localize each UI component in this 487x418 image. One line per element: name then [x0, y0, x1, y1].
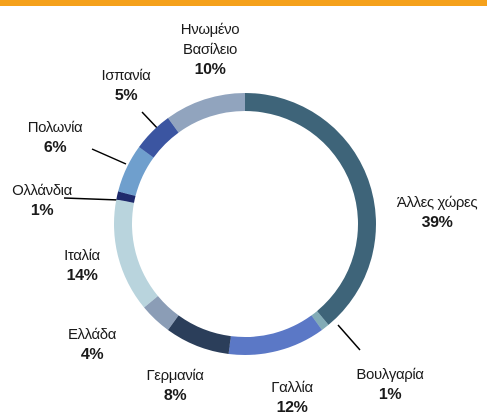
category-label: Ηνωμένο Βασίλειο	[180, 21, 240, 58]
top-bar	[0, 0, 487, 6]
slice-label: Ισπανία 5%	[86, 66, 166, 106]
slice-label: Ελλάδα 4%	[52, 325, 132, 365]
donut-segment	[116, 191, 136, 203]
value-label: 4%	[80, 346, 104, 363]
value-label: 6%	[43, 139, 67, 156]
category-label: Βουλγαρία	[356, 366, 424, 383]
category-label: Άλλες χώρες	[396, 194, 478, 211]
value-label: 39%	[421, 214, 453, 231]
category-label: Γαλλία	[271, 379, 313, 396]
category-label: Ολλάνδια	[12, 182, 72, 199]
donut-segment	[144, 296, 179, 330]
slice-label: Άλλες χώρες 39%	[392, 193, 482, 233]
donut-segment	[168, 93, 245, 133]
value-label: 1%	[30, 202, 54, 219]
value-label: 1%	[378, 386, 402, 403]
value-label: 5%	[114, 87, 138, 104]
value-label: 10%	[194, 61, 226, 78]
category-label: Ιταλία	[64, 247, 100, 264]
donut-segment	[114, 199, 158, 308]
donut-segment	[168, 315, 231, 354]
value-label: 14%	[66, 267, 98, 284]
donut-segment	[245, 93, 376, 325]
value-label: 12%	[276, 399, 308, 416]
slice-label: Γερμανία 8%	[130, 366, 220, 406]
donut-segment	[228, 315, 322, 355]
donut-segment	[311, 311, 329, 330]
slice-label: Βουλγαρία 1%	[345, 365, 435, 405]
donut-segment	[118, 147, 154, 196]
category-label: Πολωνία	[27, 119, 83, 136]
leader-line	[337, 324, 361, 351]
slice-label: Ολλάνδια 1%	[0, 181, 87, 221]
value-label: 8%	[163, 387, 187, 404]
donut-segment	[139, 118, 179, 158]
leader-line	[63, 197, 120, 201]
leader-line	[91, 148, 127, 165]
slice-label: Γαλλία 12%	[252, 378, 332, 418]
category-label: Ισπανία	[101, 67, 151, 84]
slice-label: Πολωνία 6%	[15, 118, 95, 158]
category-label: Ελλάδα	[67, 326, 117, 343]
category-label: Γερμανία	[146, 367, 204, 384]
slice-label: Ηνωμένο Βασίλειο 10%	[170, 20, 250, 80]
slice-label: Ιταλία 14%	[42, 246, 122, 286]
